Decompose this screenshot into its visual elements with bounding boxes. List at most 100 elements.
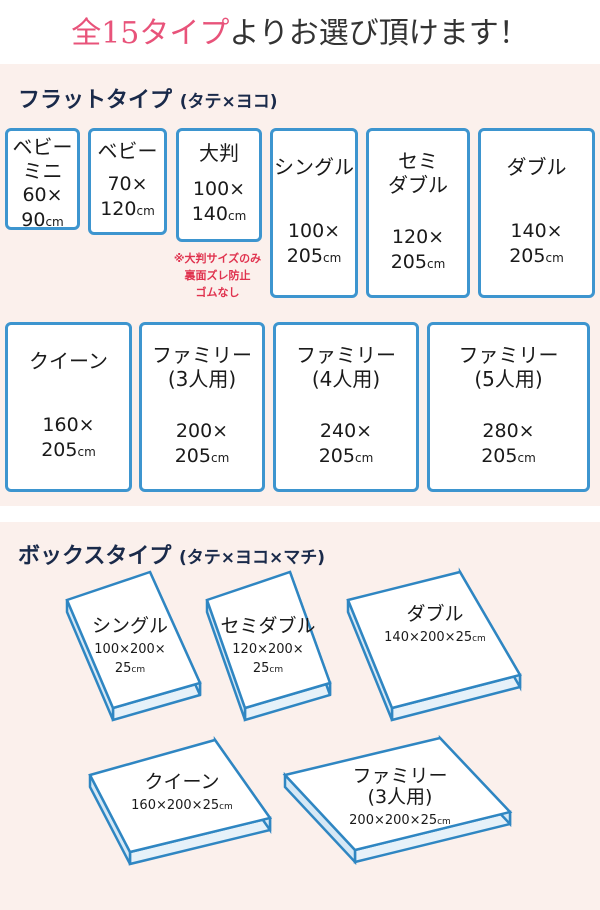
card-name: シングル	[274, 155, 354, 179]
size-text: 205	[390, 251, 427, 273]
card-size: 100× 205cm	[287, 219, 342, 271]
unit: cm	[219, 802, 233, 812]
name-line: ファミリー	[296, 343, 396, 367]
card-name: ベビー	[98, 139, 158, 163]
card-size: 160× 205cm	[41, 413, 96, 465]
size-card: ダブル 140× 205cm	[478, 128, 595, 298]
unit: cm	[77, 445, 96, 459]
unit: cm	[437, 817, 451, 827]
box-item: クイーン 160×200×25cm	[88, 736, 273, 866]
size-text: 160×200×25	[131, 798, 219, 813]
card-name: ファミリー (4人用)	[296, 343, 396, 391]
unit: cm	[545, 251, 564, 265]
size-text: 205	[509, 245, 546, 267]
title: 全15タイプよりお選び頂けます！	[0, 8, 600, 52]
name-line: (5人用)	[474, 367, 543, 391]
box-name: (3人用)	[368, 786, 433, 808]
size-text: 120×200×	[232, 642, 303, 657]
name-line: ダブル	[388, 173, 448, 197]
unit: cm	[517, 451, 536, 465]
size-text: 120	[100, 197, 137, 220]
name-line: ダブル	[506, 155, 567, 179]
name-line: ファミリー	[458, 343, 559, 367]
box-item: セミダブル 120×200× 25cm	[205, 570, 332, 722]
box-name: セミダブル	[220, 614, 315, 637]
size-text: 140×200×25	[384, 630, 472, 645]
box-section	[0, 522, 600, 910]
box-size: 200×200×25cm	[349, 813, 451, 828]
heading-text: フラットタイプ	[18, 88, 173, 113]
box-size: 140×200×25cm	[384, 630, 486, 645]
card-size: 70× 120cm	[100, 172, 155, 224]
size-text: 205	[41, 439, 78, 461]
size-line: 200×	[175, 419, 230, 444]
unit: cm	[322, 251, 342, 265]
size-line: 205cm	[509, 244, 564, 271]
card-size: 240× 205cm	[319, 419, 374, 471]
box-size: 120×200×	[232, 642, 303, 657]
size-line: 70×	[100, 172, 155, 197]
title-highlight: 全15タイプ	[71, 16, 230, 51]
name-line: ファミリー	[152, 343, 252, 367]
size-card: ベビー ミニ 60× 90cm	[5, 128, 80, 231]
box-top	[205, 570, 332, 710]
unit: cm	[227, 209, 247, 223]
heading-dims: (タテ×ヨコ×マチ)	[179, 548, 326, 568]
size-line: 100×	[287, 219, 342, 244]
heading-text: ボックスタイプ	[18, 544, 172, 569]
size-text: 60×	[22, 184, 63, 206]
heading-dims: (タテ×ヨコ)	[179, 92, 278, 112]
box-size: 25cm	[115, 661, 145, 676]
size-text: 25	[253, 661, 270, 676]
size-card: 大判 100× 140cm	[176, 128, 262, 242]
name-line: セミ	[398, 149, 438, 173]
size-text: 205	[481, 445, 518, 467]
size-text: 160×	[42, 414, 95, 436]
name-line: 大判	[199, 141, 239, 165]
unit: cm	[354, 451, 374, 465]
name-line: ベビー	[97, 139, 158, 164]
box-top	[65, 570, 202, 710]
box-name: ファミリー	[352, 765, 447, 787]
size-text: 120×	[391, 226, 445, 248]
box-name: シングル	[92, 615, 168, 637]
box-heading: ボックスタイプ (タテ×ヨコ×マチ)	[18, 538, 325, 570]
size-text: 70×	[107, 172, 148, 195]
size-text: 205	[174, 445, 211, 467]
card-name: ダブル	[507, 155, 567, 179]
box-item: ダブル 140×200×25cm	[346, 567, 522, 722]
card-size: 60× 90cm	[21, 183, 63, 235]
box-item: ファミリー(3人用) 200×200×25cm	[282, 734, 513, 866]
note-line: 裏面ズレ防止	[184, 269, 251, 282]
box-top	[346, 570, 522, 710]
size-card: ベビー 70× 120cm	[88, 128, 167, 235]
box-size: 25cm	[253, 661, 283, 676]
box-size: 160×200×25cm	[131, 798, 233, 813]
size-text: 200×	[175, 420, 229, 442]
name-line: シングル	[274, 155, 354, 179]
box-name: クイーン	[144, 771, 219, 793]
size-text: 100×200×	[94, 642, 165, 657]
size-line: 205cm	[319, 444, 374, 471]
box-name: ダブル	[406, 602, 463, 625]
box-top	[282, 736, 513, 852]
size-text: 240×	[319, 420, 373, 442]
box-top	[88, 738, 273, 854]
card-size: 120× 205cm	[391, 225, 446, 277]
size-text: 90	[21, 209, 46, 231]
name-line: (3人用)	[167, 367, 237, 391]
note: ※大判サイズのみ 裏面ズレ防止 ゴムなし	[160, 250, 275, 301]
size-card: シングル 100× 205cm	[270, 128, 358, 298]
box-size: 100×200×	[94, 642, 165, 657]
name-line: (4人用)	[311, 367, 381, 391]
unit: cm	[210, 451, 230, 465]
size-line: 100×	[192, 177, 247, 202]
name-line: クイーン	[29, 349, 108, 373]
size-text: 25	[115, 661, 132, 676]
size-line: 140cm	[192, 202, 247, 229]
size-text: 140×	[510, 220, 563, 242]
flat-heading: フラットタイプ (タテ×ヨコ)	[18, 82, 277, 114]
size-line: 60×	[21, 183, 63, 208]
